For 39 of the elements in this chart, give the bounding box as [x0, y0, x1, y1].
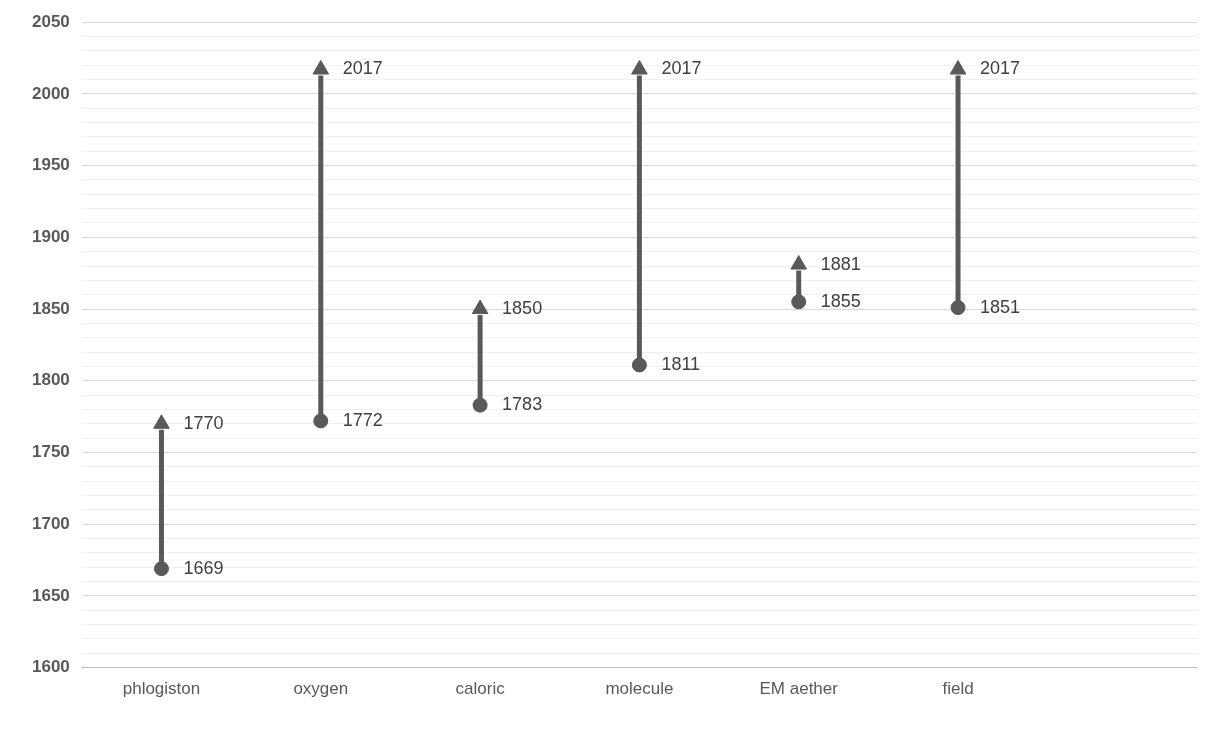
y-tick-label: 1750	[31, 442, 70, 462]
y-tick-label: 1900	[31, 227, 70, 247]
y-tick-label: 2000	[31, 83, 70, 103]
point	[471, 299, 489, 315]
x-tick-label: field	[942, 679, 974, 699]
y-tick-label: 1700	[31, 513, 70, 533]
data-label: 1669	[183, 557, 224, 578]
y-tick-label: 1800	[31, 370, 70, 390]
data-label: 2017	[342, 58, 383, 79]
y-tick-label: 1600	[31, 657, 70, 677]
y-tick-label: 2050	[31, 11, 70, 31]
point	[790, 255, 808, 270]
y-tick-label: 1950	[31, 155, 70, 175]
x-tick-label: caloric	[455, 679, 506, 699]
data-label: 1783	[502, 394, 543, 415]
x-tick-label: molecule	[605, 679, 674, 699]
data-label: 1851	[980, 296, 1021, 317]
data-label: 1881	[820, 253, 861, 274]
data-label: 2017	[661, 58, 702, 79]
x-tick-label: phlogiston	[122, 679, 201, 699]
data-label: 1811	[661, 353, 701, 374]
y-tick-label: 1650	[31, 585, 70, 605]
point	[153, 561, 169, 577]
point	[631, 357, 647, 373]
point	[631, 60, 648, 75]
x-tick-label: oxygen	[293, 679, 349, 699]
data-label: 1770	[183, 412, 224, 433]
x-tick-label: EM aether	[759, 679, 839, 699]
y-tick-label: 1850	[31, 298, 70, 318]
data-label: 1772	[342, 409, 383, 430]
point	[949, 60, 967, 75]
data-label: 1855	[820, 290, 861, 311]
point	[791, 294, 807, 310]
data-label: 2017	[980, 58, 1021, 79]
data-label: 1850	[502, 298, 543, 319]
point	[312, 60, 330, 75]
point	[472, 397, 488, 413]
point	[313, 413, 329, 429]
point	[950, 300, 966, 316]
